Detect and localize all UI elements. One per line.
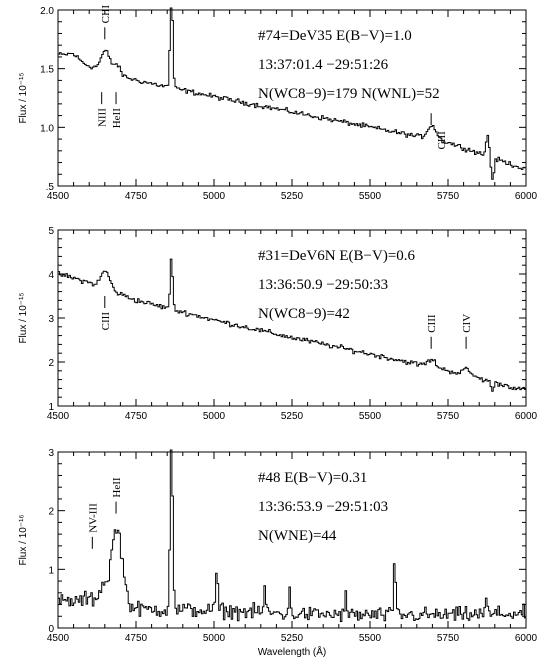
y-tick-label: 1: [48, 402, 54, 413]
x-tick-label: 5500: [359, 633, 382, 644]
x-tick-label: 5000: [203, 191, 226, 202]
y-tick-label: 1: [48, 565, 54, 576]
spectrum-panel-2: 4500 4750 5000 5250 5500 5750 6000 1 2 3 4 5 Flux / …: [18, 226, 538, 422]
annotation: #74=DeV35 E(B−V)=1.0: [258, 28, 412, 44]
x-tick-label: 4500: [47, 191, 70, 202]
y-tick-label: .5: [46, 182, 55, 193]
y-tick-label: 0: [48, 624, 54, 635]
y-axis-label: Flux / 10⁻¹⁶: [18, 514, 29, 565]
x-tick-label: 5500: [359, 411, 382, 422]
line-label: HeII: [111, 477, 123, 514]
y-tick-label: 3: [48, 448, 54, 459]
x-tick-label: 6000: [515, 411, 538, 422]
annotation: 13:37:01.4 −29:51:26: [258, 57, 389, 73]
line-label: NIII: [97, 92, 109, 127]
spectrum-panel-3: 4500 4750 5000 5250 5500 5750 6000 0 1 2 3 Flux / 1…: [18, 448, 538, 658]
x-tick-label: 6000: [515, 191, 538, 202]
x-tick-label: 5750: [437, 191, 460, 202]
line-label-text: NV-III: [87, 503, 99, 533]
annotation: N(WC8−9)=42: [258, 306, 350, 322]
y-tick-label: 2: [48, 507, 54, 518]
spectrum-line: [58, 449, 527, 622]
line-label-text: CIII: [436, 131, 448, 150]
spectrum-line: [58, 7, 527, 180]
x-tick-label: 5250: [281, 633, 304, 644]
annotation: #48 E(B−V)=0.31: [258, 470, 367, 486]
y-tick-label: 1.5: [40, 65, 54, 76]
y-axis-label: Flux / 10⁻¹⁵: [18, 292, 29, 343]
x-tick-label: 5750: [437, 633, 460, 644]
line-label-text: CIII: [426, 314, 438, 333]
y-tick-label: 1.0: [40, 123, 54, 134]
line-label: CIII: [430, 113, 448, 150]
x-tick-label: 5250: [281, 191, 304, 202]
x-tick-label: 5000: [203, 411, 226, 422]
x-tick-label: 4750: [125, 191, 148, 202]
line-label: CIII: [426, 314, 438, 349]
annotation: N(WNE)=44: [258, 528, 337, 544]
y-tick-label: 3: [48, 314, 54, 325]
line-label: CIV: [461, 314, 473, 349]
line-label: CIII: [100, 296, 112, 330]
annotation: #31=DeV6N E(B−V)=0.6: [258, 248, 416, 264]
line-label: NV-III: [87, 503, 99, 549]
line-label-text: CIII: [100, 312, 112, 331]
x-tick-label: 4500: [47, 633, 70, 644]
line-label-text: NIII: [97, 108, 109, 127]
x-tick-label: 5750: [437, 411, 460, 422]
line-label: CIII: [100, 5, 112, 40]
line-label: HeII: [111, 92, 123, 128]
line-label-text: HeII: [111, 108, 123, 128]
line-label-text: CIII: [100, 5, 112, 24]
annotation: 13:36:53.9 −29:51:03: [258, 499, 388, 515]
spectrum-line: [58, 258, 527, 392]
x-tick-label: 5500: [359, 191, 382, 202]
y-tick-label: 2.0: [40, 6, 54, 17]
y-tick-label: 5: [48, 226, 54, 237]
x-tick-label: 6000: [515, 633, 538, 644]
x-tick-label: 5000: [203, 633, 226, 644]
spectrum-panel-1: 4500 4750 5000 5250 5500 5750 6000 .5 1.0 1.5 2.0 F…: [18, 5, 538, 202]
x-tick-label: 4500: [47, 411, 70, 422]
x-tick-label: 4750: [125, 633, 148, 644]
x-tick-label: 4750: [125, 411, 148, 422]
line-label-text: HeII: [111, 477, 123, 497]
x-tick-label: 5250: [281, 411, 304, 422]
x-axis-label: Wavelength (Å): [258, 645, 327, 658]
annotation: 13:36:50.9 −29:50:33: [258, 277, 388, 293]
line-label-text: CIV: [461, 314, 473, 333]
y-tick-label: 4: [48, 270, 54, 281]
y-tick-label: 2: [48, 358, 54, 369]
annotation: N(WC8−9)=179 N(WNL)=52: [258, 86, 440, 102]
y-axis-label: Flux / 10⁻¹⁵: [18, 72, 29, 123]
